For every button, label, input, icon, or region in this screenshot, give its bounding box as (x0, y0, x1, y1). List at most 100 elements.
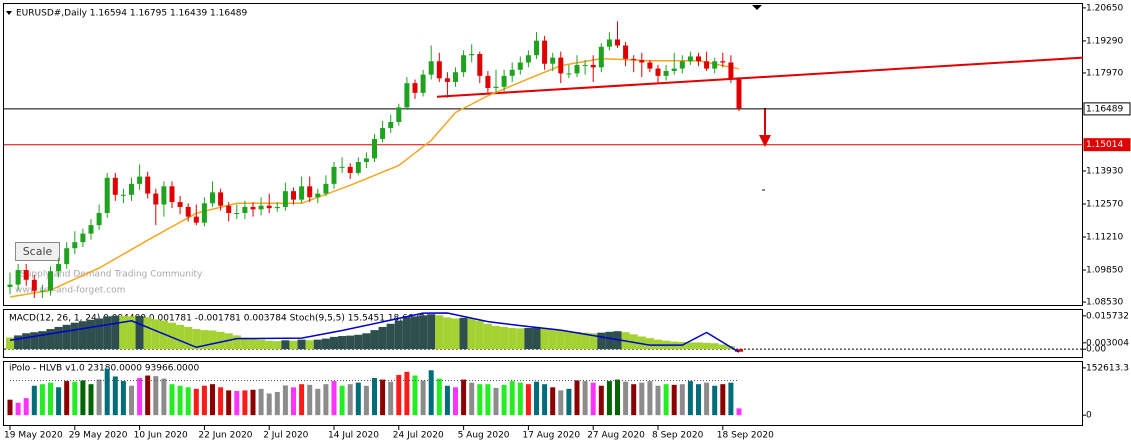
macd-bar (702, 342, 711, 350)
symbol-menu-arrow[interactable] (6, 11, 12, 15)
macd-bar (216, 331, 225, 350)
x-tick-label: 10 Jun 2020 (134, 431, 188, 441)
macd-bar (22, 333, 31, 350)
candle-body (396, 107, 402, 122)
candle-body (355, 162, 361, 173)
candle-body (64, 248, 70, 264)
macd-bar (524, 327, 533, 350)
volume-bar (339, 385, 345, 416)
macd-bar (167, 322, 177, 350)
macd-bar (224, 333, 233, 350)
candle-body (250, 206, 256, 210)
macd-bar (232, 335, 241, 350)
candle-body (380, 128, 386, 139)
volume-bar (663, 384, 669, 416)
volume-bar (566, 388, 572, 416)
candle-body (161, 186, 167, 205)
candle-body (501, 75, 507, 87)
volume-bar (363, 385, 369, 416)
volume-bar (242, 390, 248, 416)
macd-bar (192, 329, 201, 350)
volume-bar (598, 385, 604, 416)
volume-bar (185, 387, 191, 416)
watermark: Supply and Demand Trading Community (20, 270, 203, 280)
candle-body (299, 186, 305, 200)
candle-body (412, 83, 418, 93)
macd-bar (532, 326, 541, 350)
macd-bar (572, 331, 582, 350)
macd-bar (718, 344, 727, 350)
volume-bar (736, 408, 742, 416)
volume-bar (590, 382, 596, 416)
volume-bar (728, 382, 734, 416)
volume-bar (177, 385, 183, 416)
candle-body (137, 176, 143, 184)
button-frame[interactable] (15, 242, 60, 261)
candle-body (258, 205, 264, 210)
scale-button[interactable]: Scale (15, 242, 60, 261)
x-tick-label: 29 May 2020 (69, 431, 128, 441)
x-tick-label: 2 Jul 2020 (263, 431, 308, 441)
chart-title: EURUSD#,Daily 1.16594 1.16795 1.16439 1.… (16, 9, 248, 19)
x-tick-label: 18 Sep 2020 (717, 431, 774, 441)
macd-bar (637, 336, 646, 350)
button-label[interactable]: Scale (23, 245, 53, 258)
volume-bar (266, 393, 272, 416)
macd-bar (257, 339, 266, 350)
macd-bar (62, 324, 71, 350)
candle-body (428, 61, 434, 75)
x-tick-label: 22 Jun 2020 (198, 431, 252, 441)
volume-bar (56, 387, 62, 416)
macd-bar (313, 339, 322, 350)
volume-tick-label: 0 (1086, 411, 1092, 421)
macd-bar (86, 319, 96, 350)
candle-body (444, 78, 450, 82)
candle-body (679, 61, 685, 69)
candle-body (331, 166, 337, 184)
candle-body (291, 191, 296, 200)
macd-bar (240, 337, 249, 350)
macd-bar (686, 342, 695, 350)
volume-bar (129, 385, 134, 416)
watermark: www.set-and-forget.com (15, 286, 125, 296)
candle-body (88, 225, 94, 234)
volume-bar (606, 381, 612, 416)
volume-bar (88, 384, 94, 416)
volume-bar (542, 384, 548, 416)
candle-body (655, 68, 661, 76)
volume-bar (282, 385, 288, 416)
candle-body (145, 176, 151, 194)
volume-bar (145, 375, 151, 416)
macd-bar (78, 321, 87, 350)
macd-bar (394, 320, 403, 350)
volume-bar (64, 381, 70, 416)
volume-bar (347, 384, 353, 416)
macd-bar (597, 332, 606, 350)
candle-body (615, 39, 620, 46)
macd-bar (427, 314, 436, 350)
candle-body (623, 45, 629, 59)
candle-body (185, 206, 191, 217)
macd-bar (435, 315, 444, 350)
candle-body (687, 56, 693, 62)
volume-pane (3, 361, 1083, 426)
candle-body (56, 263, 62, 272)
volume-bar (380, 379, 386, 416)
volume-bar (461, 379, 467, 416)
candle-body (582, 64, 588, 66)
volume-bar (631, 384, 637, 416)
candle-body (104, 177, 110, 214)
volume-bar (388, 381, 394, 416)
x-tick-label: 19 May 2020 (4, 431, 63, 441)
candle-body (129, 183, 134, 195)
volume-bar (72, 381, 78, 416)
y-tick-label: 1.13930 (1086, 167, 1123, 177)
candle-body (347, 166, 353, 173)
macd-bar (362, 333, 371, 350)
macd-pane (3, 309, 1083, 358)
macd-bar (281, 340, 290, 350)
macd-tick-label: 0.015732 (1086, 311, 1129, 321)
volume-bar (372, 378, 377, 416)
candle-body (210, 192, 215, 204)
signal-arrow (759, 108, 771, 147)
